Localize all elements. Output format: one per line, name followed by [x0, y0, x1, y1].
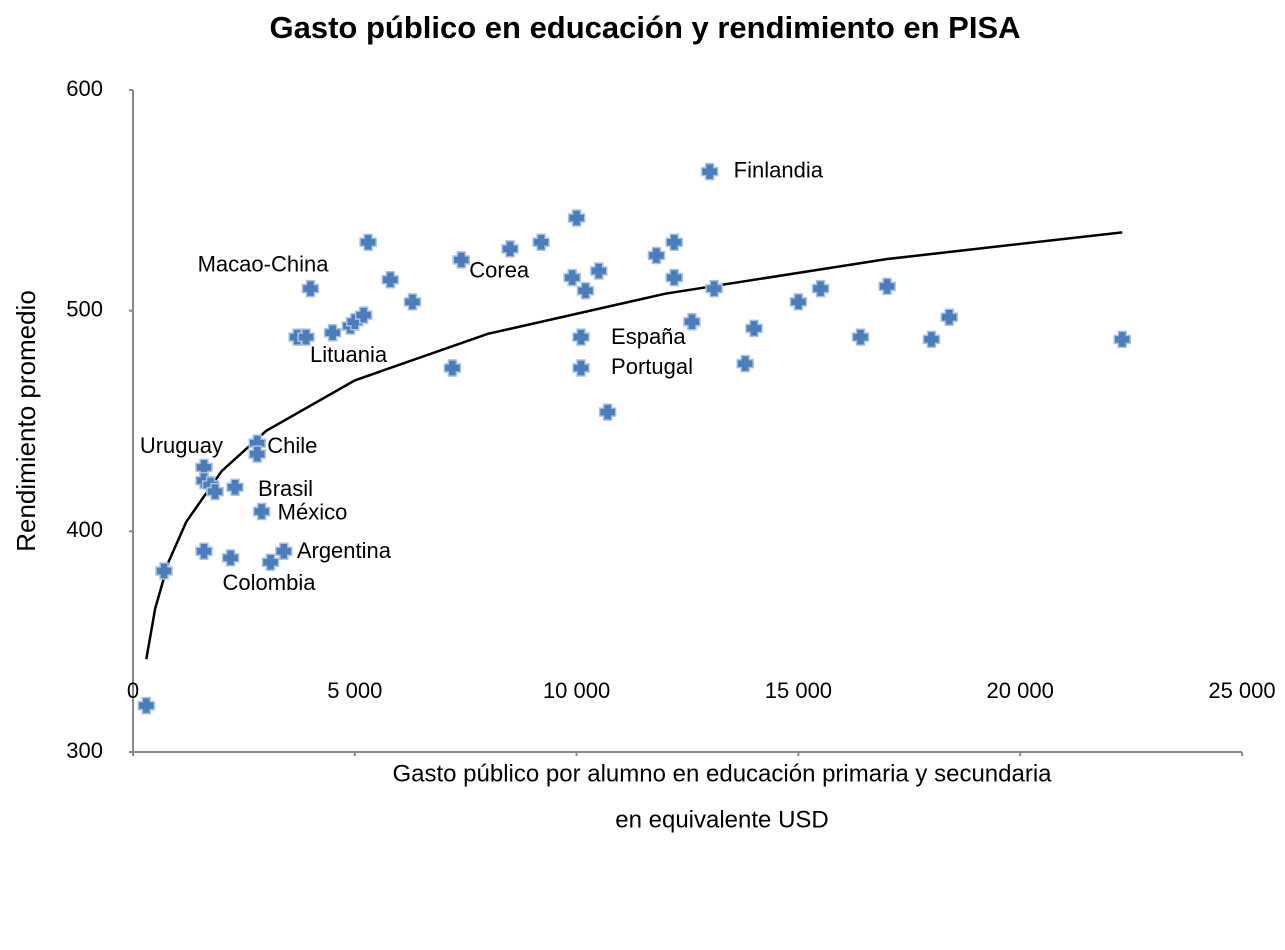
x-tick-label: 5 000: [327, 678, 382, 703]
chart-title: Gasto público en educación y rendimiento…: [269, 10, 1020, 45]
scatter-point: [700, 162, 719, 181]
scatter-point: [789, 293, 808, 311]
x-axis-label: Gasto público por alumno en educación pr…: [392, 760, 1052, 787]
scatter-point: [248, 445, 266, 463]
scatter-point: [576, 282, 595, 300]
y-tick-label: 300: [66, 738, 103, 763]
scatter-point: [567, 209, 586, 227]
point-label: Chile: [267, 433, 317, 458]
scatter-point: [137, 696, 156, 715]
point-label: Macao-China: [198, 251, 330, 276]
scatter-point: [590, 262, 608, 280]
scatter-point: [221, 549, 240, 567]
scatter-point: [403, 293, 422, 311]
x-tick-label: 25 000: [1208, 678, 1275, 703]
scatter-point: [745, 319, 763, 338]
scatter-point: [252, 502, 271, 521]
scatter-point: [501, 240, 519, 258]
scatter-point: [940, 308, 958, 327]
scatter-point: [598, 403, 617, 421]
scatter-point: [665, 233, 683, 252]
scatter-point: [354, 306, 373, 324]
point-label: Brasil: [258, 476, 313, 501]
scatter-point: [261, 553, 280, 571]
scatter-point: [572, 359, 590, 377]
y-tick-label: 400: [66, 517, 103, 542]
scatter-point: [323, 323, 342, 342]
point-label: Colombia: [223, 570, 317, 595]
scatter-point: [705, 279, 723, 298]
point-label: España: [611, 324, 686, 349]
scatter-point: [443, 359, 462, 377]
scatter-point: [359, 233, 377, 252]
scatter-point: [563, 268, 581, 287]
y-tick-label: 600: [66, 76, 103, 101]
scatter-point: [381, 271, 400, 289]
x-tick-label: 0: [127, 678, 139, 703]
scatter-point: [452, 251, 471, 269]
y-tick-label: 500: [66, 296, 103, 321]
scatter-point: [647, 246, 666, 265]
scatter-point: [226, 478, 244, 496]
point-label: México: [278, 499, 348, 524]
point-label: Uruguay: [140, 433, 223, 458]
scatter-point: [155, 562, 173, 580]
scatter-point: [811, 279, 830, 298]
point-label: Corea: [469, 258, 530, 283]
scatter-point: [572, 328, 590, 346]
scatter-point: [297, 328, 315, 346]
scatter-point: [195, 542, 213, 560]
point-label: Portugal: [611, 354, 693, 379]
scatter-point: [683, 312, 701, 331]
scatter-point: [532, 233, 550, 252]
point-label: Finlandia: [734, 157, 824, 182]
scatter-point: [922, 330, 941, 349]
scatter-point: [275, 542, 293, 560]
scatter-point: [851, 328, 870, 346]
y-axis-label: Rendimiento promedio: [11, 290, 41, 552]
x-tick-label: 10 000: [543, 678, 610, 703]
scatter-point: [301, 279, 320, 298]
scatter-point: [665, 268, 683, 287]
scatter-point: [878, 277, 896, 296]
x-tick-label: 20 000: [987, 678, 1054, 703]
scatter-point: [206, 482, 224, 501]
scatter-point: [1113, 330, 1131, 349]
x-axis-label: en equivalente USD: [615, 806, 828, 833]
point-label: Argentina: [297, 538, 392, 563]
point-label: Lituania: [310, 342, 388, 367]
scatter-point: [736, 354, 754, 373]
x-tick-label: 15 000: [765, 678, 832, 703]
